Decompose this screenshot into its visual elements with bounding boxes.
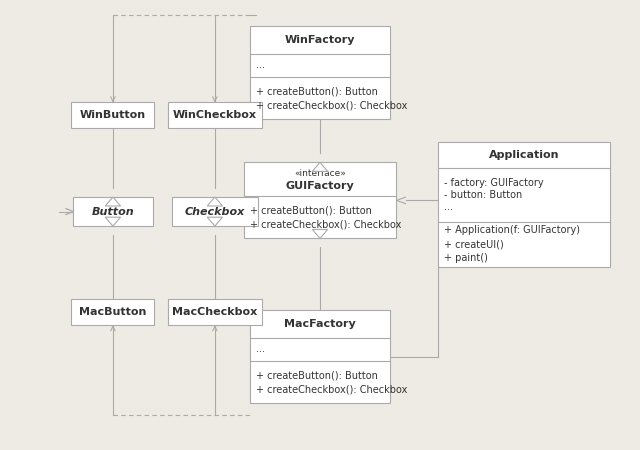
- Text: + createButton(): Button
+ createCheckbox(): Checkbox: + createButton(): Button + createCheckbo…: [256, 370, 408, 394]
- Text: Application: Application: [489, 150, 559, 160]
- Text: «interface»: «interface»: [294, 169, 346, 178]
- Bar: [72, 103, 154, 128]
- Polygon shape: [105, 217, 120, 226]
- Text: MacButton: MacButton: [79, 307, 147, 317]
- Bar: [168, 103, 262, 128]
- Polygon shape: [207, 217, 223, 226]
- Text: Button: Button: [92, 207, 134, 216]
- Text: ...: ...: [256, 60, 265, 70]
- Polygon shape: [312, 162, 328, 171]
- Text: MacCheckbox: MacCheckbox: [172, 307, 257, 317]
- Bar: [250, 26, 390, 119]
- Polygon shape: [312, 230, 328, 238]
- Polygon shape: [207, 197, 223, 206]
- Bar: [438, 142, 610, 266]
- Bar: [244, 162, 396, 238]
- Bar: [72, 299, 154, 325]
- Bar: [73, 197, 153, 226]
- Text: - factory: GUIFactory
- button: Button
...: - factory: GUIFactory - button: Button .…: [444, 179, 544, 212]
- Text: + Application(f: GUIFactory)
+ createUI()
+ paint(): + Application(f: GUIFactory) + createUI(…: [444, 225, 580, 263]
- Bar: [250, 310, 390, 404]
- Text: WinButton: WinButton: [80, 110, 146, 121]
- Text: + createButton(): Button
+ createCheckbox(): Checkbox: + createButton(): Button + createCheckbo…: [250, 205, 401, 229]
- Text: WinCheckbox: WinCheckbox: [173, 110, 257, 121]
- Polygon shape: [105, 197, 120, 206]
- Text: Checkbox: Checkbox: [185, 207, 245, 216]
- Text: ...: ...: [256, 344, 265, 354]
- Text: + createButton(): Button
+ createCheckbox(): Checkbox: + createButton(): Button + createCheckbo…: [256, 86, 408, 110]
- Text: MacFactory: MacFactory: [284, 319, 356, 329]
- Text: GUIFactory: GUIFactory: [285, 181, 355, 191]
- Bar: [168, 299, 262, 325]
- Bar: [172, 197, 258, 226]
- Text: WinFactory: WinFactory: [285, 35, 355, 45]
